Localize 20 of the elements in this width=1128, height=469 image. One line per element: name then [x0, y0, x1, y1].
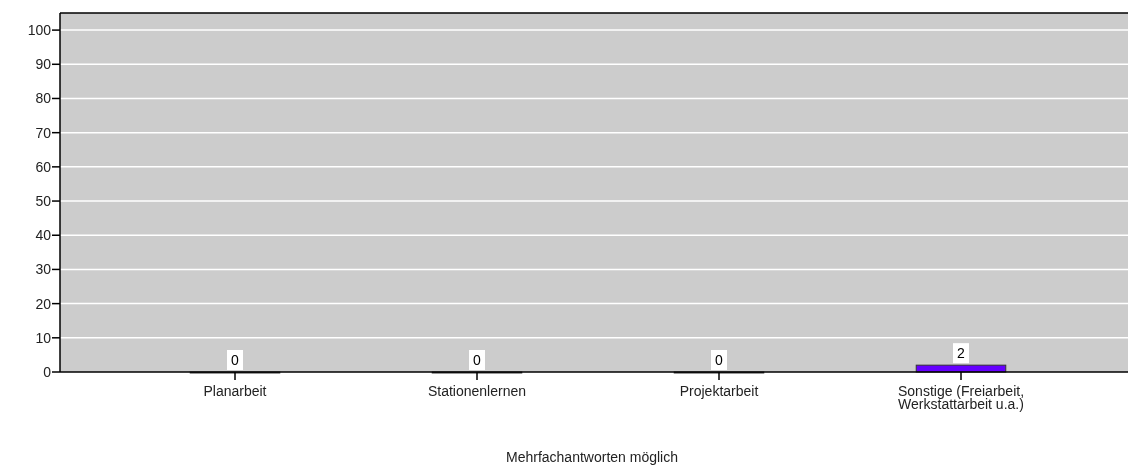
y-tick-label: 90	[35, 56, 52, 73]
y-tick-label: 40	[35, 227, 52, 244]
y-tick-label: 60	[35, 158, 52, 175]
y-tick-label: 50	[35, 193, 52, 210]
data-label: 0	[231, 352, 240, 368]
x-tick-label: Projektarbeit	[679, 383, 759, 399]
y-tick-label: 30	[35, 261, 52, 278]
y-tick-label: 80	[35, 90, 52, 107]
y-tick-label: 20	[35, 295, 52, 312]
y-tick-label: 70	[35, 124, 52, 141]
y-tick-label: 100	[27, 22, 52, 39]
y-tick-label: 10	[35, 329, 52, 346]
x-tick-label: Planarbeit	[203, 383, 267, 399]
y-tick-label: 0	[43, 364, 52, 380]
data-label: 0	[473, 352, 482, 368]
x-tick-label: Stationenlernen	[427, 383, 527, 399]
x-tick-label: Sonstige (Freiarbeit, Werkstattarbeit u.a.)	[897, 383, 1025, 412]
data-label: 0	[715, 352, 724, 368]
x-axis-title: Mehrfachantworten möglich	[506, 449, 678, 465]
data-label: 2	[957, 345, 966, 362]
